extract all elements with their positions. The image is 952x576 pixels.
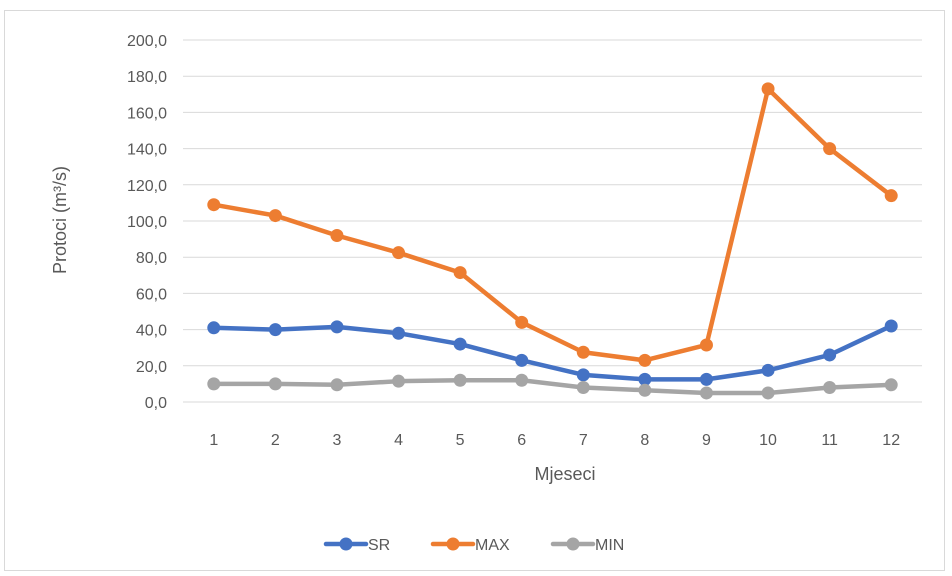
x-tick-label: 7 bbox=[579, 432, 588, 449]
y-tick-label: 160,0 bbox=[127, 105, 167, 122]
legend: SR MAX MIN bbox=[323, 537, 624, 554]
y-axis-title: Protoci (m³/s) bbox=[50, 166, 70, 274]
y-tick-label: 60,0 bbox=[136, 286, 167, 303]
data-point-max bbox=[638, 353, 652, 367]
x-tick-label: 1 bbox=[209, 432, 218, 449]
data-point-min bbox=[823, 381, 837, 395]
data-point-sr bbox=[576, 368, 590, 382]
y-tick-label: 20,0 bbox=[136, 359, 167, 376]
data-point-min bbox=[453, 373, 467, 387]
x-tick-label: 6 bbox=[517, 432, 526, 449]
x-tick-label: 9 bbox=[702, 432, 711, 449]
y-tick-label: 40,0 bbox=[136, 323, 167, 340]
series-line-min bbox=[211, 378, 894, 396]
legend-label: MAX bbox=[475, 537, 510, 554]
data-point-max bbox=[268, 209, 282, 223]
series-line-max bbox=[211, 86, 894, 363]
data-point-sr bbox=[330, 320, 344, 334]
x-tick-label: 10 bbox=[759, 432, 777, 449]
x-tick-label: 4 bbox=[394, 432, 403, 449]
data-point-min bbox=[515, 373, 529, 387]
series-line-sr bbox=[211, 323, 894, 382]
data-point-sr bbox=[515, 353, 529, 367]
x-axis-tick-labels: 1 2 3 4 5 6 7 8 9 10 11 12 bbox=[209, 432, 900, 449]
gridlines bbox=[183, 39, 922, 403]
legend-item-max: MAX bbox=[430, 537, 510, 554]
legend-label: SR bbox=[368, 537, 390, 554]
data-point-max bbox=[392, 246, 406, 260]
data-point-min bbox=[638, 383, 652, 397]
series-max bbox=[207, 82, 898, 367]
data-point-max bbox=[515, 315, 529, 329]
x-tick-label: 5 bbox=[456, 432, 465, 449]
data-point-sr bbox=[392, 326, 406, 340]
x-tick-label: 12 bbox=[882, 432, 900, 449]
x-tick-label: 8 bbox=[640, 432, 649, 449]
series-lines bbox=[207, 82, 898, 400]
y-tick-label: 140,0 bbox=[127, 142, 167, 159]
x-axis-title: Mjeseci bbox=[534, 464, 595, 484]
data-point-max bbox=[207, 198, 221, 212]
data-point-max bbox=[823, 142, 837, 156]
y-tick-label: 0,0 bbox=[145, 395, 167, 412]
data-point-min bbox=[392, 374, 406, 388]
data-point-sr bbox=[761, 363, 775, 377]
data-point-min bbox=[699, 386, 713, 400]
data-point-sr bbox=[823, 348, 837, 362]
data-point-min bbox=[268, 377, 282, 391]
data-point-min bbox=[330, 378, 344, 392]
data-point-max bbox=[761, 82, 775, 96]
x-tick-label: 2 bbox=[271, 432, 280, 449]
x-tick-label: 3 bbox=[333, 432, 342, 449]
data-point-sr bbox=[884, 319, 898, 333]
y-tick-label: 80,0 bbox=[136, 250, 167, 267]
data-point-sr bbox=[207, 321, 221, 335]
data-point-sr bbox=[699, 372, 713, 386]
legend-swatch-marker bbox=[566, 537, 580, 551]
y-tick-label: 120,0 bbox=[127, 178, 167, 195]
series-sr bbox=[207, 319, 898, 386]
data-point-min bbox=[884, 378, 898, 392]
data-point-min bbox=[207, 377, 221, 391]
legend-swatch-marker bbox=[446, 537, 460, 551]
data-point-max bbox=[453, 266, 467, 280]
data-point-sr bbox=[268, 323, 282, 337]
data-point-max bbox=[576, 345, 590, 359]
chart-frame bbox=[4, 10, 945, 571]
x-tick-label: 11 bbox=[821, 432, 838, 449]
data-point-max bbox=[699, 338, 713, 352]
data-point-sr bbox=[638, 372, 652, 386]
series-min bbox=[207, 373, 898, 400]
data-point-min bbox=[576, 381, 590, 395]
legend-item-sr: SR bbox=[323, 537, 390, 554]
data-point-max bbox=[884, 189, 898, 203]
y-tick-label: 100,0 bbox=[127, 214, 167, 231]
y-tick-label: 200,0 bbox=[127, 33, 167, 50]
y-tick-label: 180,0 bbox=[127, 69, 167, 86]
legend-label: MIN bbox=[595, 537, 624, 554]
legend-swatch-marker bbox=[339, 537, 353, 551]
data-point-max bbox=[330, 228, 344, 242]
legend-item-min: MIN bbox=[550, 537, 624, 554]
data-point-min bbox=[761, 386, 775, 400]
y-axis-tick-labels: 0,0 20,0 40,0 60,0 80,0 100,0 120,0 140,0 160,0 1… bbox=[127, 33, 167, 412]
data-point-sr bbox=[453, 337, 467, 351]
